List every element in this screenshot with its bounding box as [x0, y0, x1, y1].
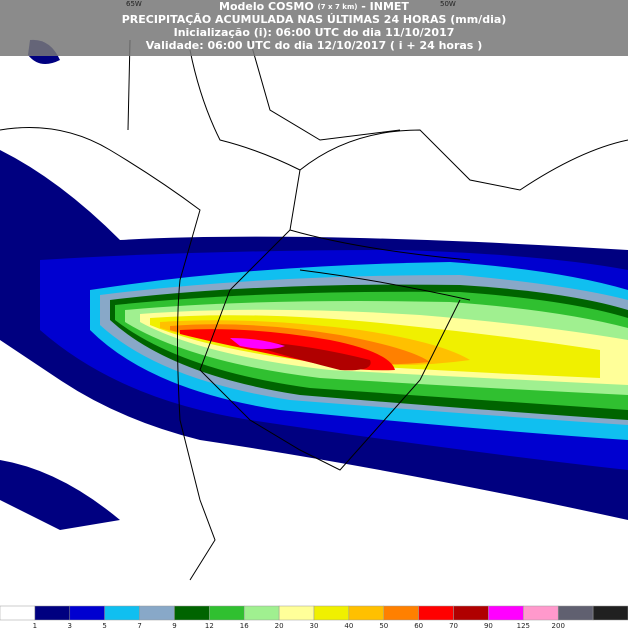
legend-swatch	[0, 605, 36, 621]
legend-level: 20	[275, 622, 284, 630]
legend-level: 3	[68, 622, 72, 630]
legend-level: 50	[379, 622, 388, 630]
legend-level: 90	[484, 622, 493, 630]
legend-level: 125	[517, 622, 530, 630]
legend-level: 16	[240, 622, 249, 630]
legend-swatch	[69, 605, 105, 621]
legend-swatch	[243, 605, 280, 621]
legend-level: 40	[344, 622, 353, 630]
legend-level: 7	[137, 622, 141, 630]
legend-swatch	[348, 605, 385, 621]
legend-swatch	[174, 605, 210, 621]
legend-swatch	[418, 605, 454, 621]
model-line: Modelo COSMO (7 x 7 km) - INMET	[219, 0, 409, 13]
legend-swatch	[592, 605, 628, 621]
legend-level: 60	[414, 622, 423, 630]
header-band	[0, 0, 628, 56]
precip-field	[0, 39, 628, 530]
legend-swatch	[209, 605, 245, 621]
legend-swatch	[488, 605, 524, 621]
legend-swatch	[104, 605, 140, 621]
source: - INMET	[361, 0, 409, 13]
legend-swatch	[278, 605, 315, 621]
title: PRECIPITAÇÃO ACUMULADA NAS ÚLTIMAS 24 HO…	[122, 13, 507, 26]
legend-level: 70	[449, 622, 458, 630]
legend-level: 200	[552, 622, 565, 630]
legend-level: 9	[172, 622, 176, 630]
legend-level: 12	[205, 622, 214, 630]
legend-swatch	[34, 605, 71, 621]
color-legend: 1 3 5 7 9 12 16 20 30 40 50 60 70 90 125 200	[0, 605, 628, 630]
lon-label: 65W	[126, 0, 142, 8]
valid: Validade: 06:00 UTC do dia 12/10/2017 ( …	[146, 39, 482, 52]
resolution: (7 x 7 km)	[318, 3, 358, 11]
legend-level: 5	[102, 622, 106, 630]
legend-swatch	[557, 605, 594, 621]
legend-swatch	[313, 605, 350, 621]
model: Modelo COSMO	[219, 0, 314, 13]
legend-swatch	[383, 605, 419, 621]
legend-level: 30	[310, 622, 319, 630]
legend-swatch	[523, 605, 559, 621]
legend-swatch	[139, 605, 175, 621]
legend-level: 1	[33, 622, 37, 630]
init: Inicialização (i): 06:00 UTC do dia 11/1…	[174, 26, 455, 39]
lon-label: 50W	[440, 0, 456, 8]
borders	[0, 39, 628, 581]
legend-swatch	[453, 605, 489, 621]
